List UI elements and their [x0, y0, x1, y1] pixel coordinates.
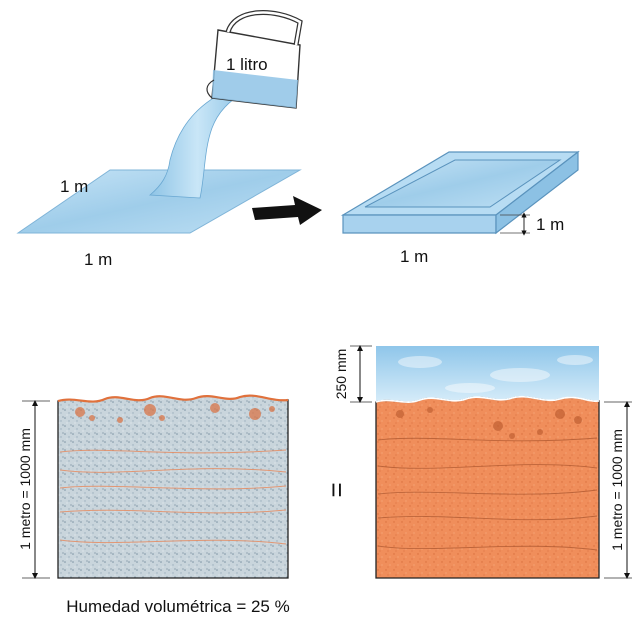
box-height-label: 1 m: [536, 215, 564, 234]
moist-soil-scene: 1 metro = 1000 mm Humedad volumétrica = …: [17, 394, 290, 616]
transform-arrow-icon: [252, 196, 322, 225]
water-box-scene: 1 m 1 m: [340, 150, 580, 266]
sheet-bottom-label: 1 m: [84, 250, 112, 269]
sheet-side-label: 1 m: [60, 177, 88, 196]
right-height-label: 1 metro = 1000 mm: [609, 429, 625, 551]
equals-sign: =: [322, 482, 352, 497]
box-bottom-label: 1 m: [400, 247, 428, 266]
water-sheet: [16, 169, 302, 234]
water-depth-label: 250 mm: [333, 349, 349, 400]
left-height-label: 1 metro = 1000 mm: [17, 428, 33, 550]
water-sheet-scene: 1 litro 1 m 1 m: [16, 10, 303, 269]
water-stream: [148, 87, 247, 199]
measuring-jug: [206, 10, 303, 109]
moisture-caption: Humedad volumétrica = 25 %: [66, 597, 289, 616]
dry-soil-block: [375, 396, 600, 579]
separated-scene: 250 mm 1 metro = 1000 mm: [333, 345, 632, 579]
jug-label: 1 litro: [226, 55, 268, 74]
water-layer: [376, 346, 599, 402]
